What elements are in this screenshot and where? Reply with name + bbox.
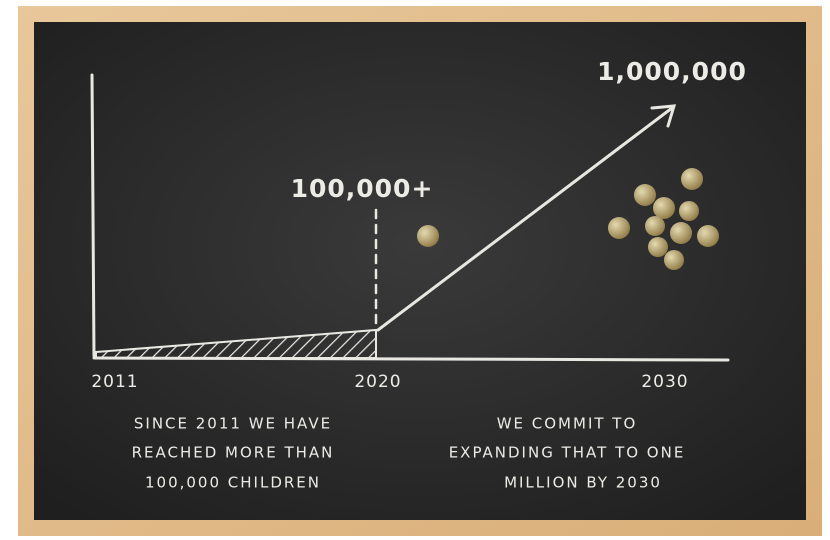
page: {"board": { "target_label": "1,000,000",… (0, 0, 830, 540)
milestone-label: 100,000+ (291, 174, 434, 203)
axis-label: 2030 (641, 372, 688, 392)
caption-line: WE COMMIT TO (497, 415, 638, 433)
caption-line: 100,000 CHILDREN (145, 474, 321, 492)
target-label: 1,000,000 (597, 57, 747, 86)
chalkboard-photo: 1,000,000 100,000+ 2011 2020 2030 SINCE … (0, 0, 830, 540)
vertical-axis (92, 75, 94, 356)
caption-line: MILLION BY 2030 (504, 474, 662, 492)
caption-line: SINCE 2011 WE HAVE (134, 415, 332, 433)
caption-line: REACHED MORE THAN (132, 444, 335, 462)
axis-label: 2011 (91, 372, 138, 392)
axis-label: 2020 (354, 372, 401, 392)
caption-line: EXPANDING THAT TO ONE (449, 444, 686, 462)
